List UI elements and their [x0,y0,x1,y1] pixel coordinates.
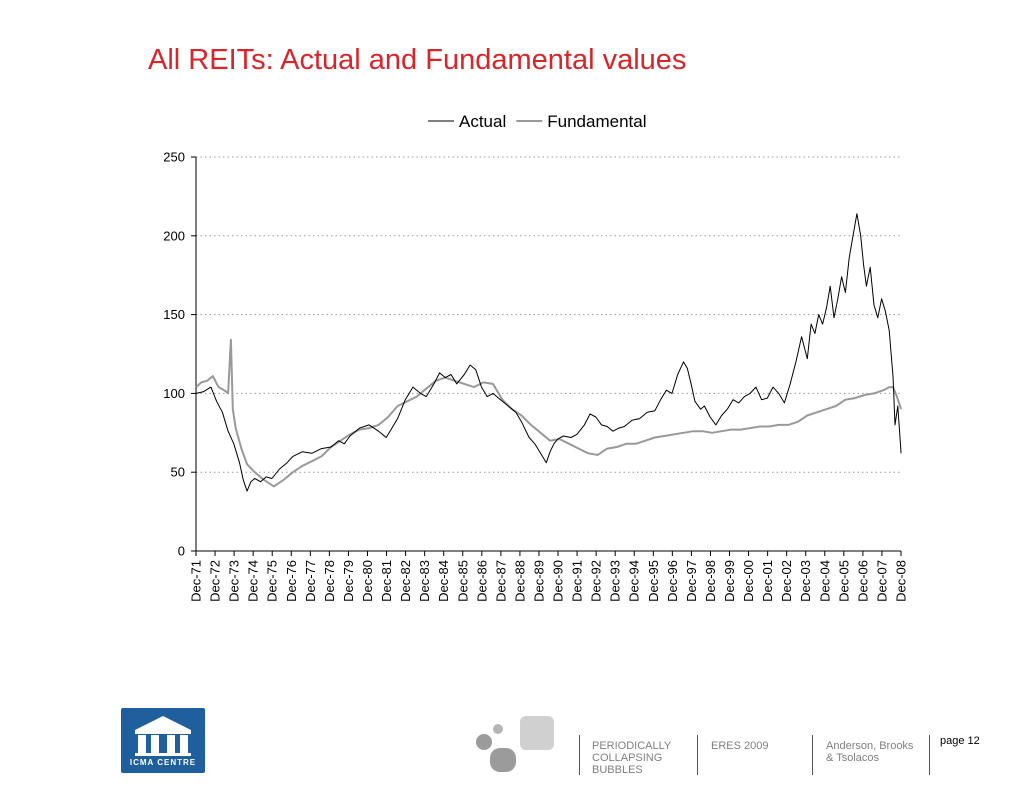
x-tick-label: Dec-77 [303,560,318,602]
footer-divider [929,735,930,775]
x-tick-label: Dec-91 [570,560,585,602]
x-tick-label: Dec-02 [779,560,794,602]
x-tick-label: Dec-04 [817,560,832,602]
gridlines [196,156,901,473]
footer-authors: Anderson, Brooks & Tsolacos [826,740,914,764]
series-line-actual [195,213,902,492]
x-tick-label: Dec-87 [493,560,508,602]
x-tick-label: Dec-84 [436,560,451,602]
x-tick-label: Dec-00 [741,560,756,602]
x-tick-label: Dec-73 [227,560,242,602]
x-tick-label: Dec-89 [531,560,546,602]
x-tick-label: Dec-05 [836,560,851,602]
x-tick-labels: Dec-71 Dec-72 Dec-73 Dec-74 Dec-75 Dec-76 Dec-… [189,560,909,602]
legend-label-fundamental: Fundamental [547,112,646,131]
series-line-fundamental [195,338,903,488]
x-tick-label: Dec-85 [455,560,470,602]
footer-divider [812,735,813,775]
series-lines [195,213,903,492]
axes [191,156,902,556]
x-tick-label: Dec-74 [246,560,261,602]
page-number: page 12 [940,735,980,747]
x-tick-label: Dec-71 [189,560,204,602]
y-tick-label: 50 [171,465,185,480]
icma-logo: ICMA CENTRE [121,708,205,773]
x-tick-label: Dec-96 [665,560,680,602]
x-tick-label: Dec-01 [760,560,775,602]
x-tick-label: Dec-88 [512,560,527,602]
footer-divider [697,735,698,775]
reit-line-chart: 0 50 100 150 200 250 Dec-71 Dec-72 Dec-73 Dec-74… [163,112,909,602]
y-tick-labels: 0 50 100 150 200 250 [163,150,185,559]
x-tick-label: Dec-93 [608,560,623,602]
slide-title: All REITs: Actual and Fundamental values [148,44,687,76]
x-tick-label: Dec-83 [417,560,432,602]
y-tick-label: 150 [163,307,185,322]
footer-divider [579,735,580,775]
legend-label-actual: Actual [459,112,506,131]
x-tick-label: Dec-76 [284,560,299,602]
x-tick-label: Dec-08 [894,560,909,602]
x-tick-label: Dec-99 [722,560,737,602]
y-tick-label: 100 [163,386,185,401]
x-tick-label: Dec-94 [627,560,642,602]
x-tick-label: Dec-95 [646,560,661,602]
x-tick-label: Dec-90 [551,560,566,602]
footer-title: PERIODICALLY COLLAPSING BUBBLES [592,740,672,776]
x-tick-label: Dec-03 [798,560,813,602]
x-tick-label: Dec-80 [360,560,375,602]
legend: Actual Fundamental [428,112,646,131]
x-tick-label: Dec-07 [874,560,889,602]
x-tick-label: Dec-81 [379,560,394,602]
x-tick-label: Dec-72 [208,560,223,602]
x-tick-label: Dec-06 [855,560,870,602]
y-tick-label: 200 [163,228,185,243]
building-icon [135,716,191,756]
logo-text: ICMA CENTRE [129,758,197,767]
x-tick-label: Dec-78 [322,560,337,602]
x-tick-label: Dec-75 [265,560,280,602]
y-tick-label: 0 [178,544,185,559]
y-tick-label: 250 [163,150,185,165]
x-tick-label: Dec-98 [703,560,718,602]
x-tick-label: Dec-92 [589,560,604,602]
x-tick-label: Dec-79 [341,560,356,602]
footer-conference: ERES 2009 [711,740,769,752]
x-tick-label: Dec-97 [684,560,699,602]
footer-dots-graphic [474,716,556,776]
x-tick-label: Dec-82 [398,560,413,602]
x-tick-label: Dec-86 [474,560,489,602]
